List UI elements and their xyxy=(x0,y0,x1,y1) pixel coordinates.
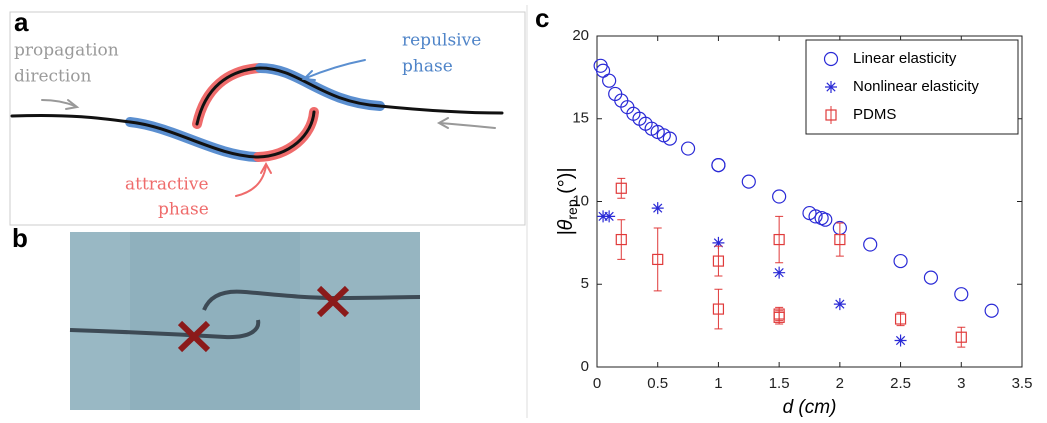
point xyxy=(773,233,785,246)
y-axis-label: |θrep (°)| xyxy=(555,167,579,235)
point xyxy=(894,334,907,347)
point xyxy=(712,255,725,267)
x-axis-label: d (cm) xyxy=(783,397,837,418)
point xyxy=(773,266,786,279)
point xyxy=(834,233,846,246)
point xyxy=(602,73,617,88)
annotation: propagation xyxy=(14,41,119,61)
point xyxy=(954,287,969,302)
legend-symbol xyxy=(825,81,837,93)
x-tick-label: 2 xyxy=(836,375,844,392)
point xyxy=(923,270,939,285)
panel-label: c xyxy=(535,3,549,33)
y-tick-label: 20 xyxy=(572,27,589,44)
legend-symbol xyxy=(823,51,839,67)
panel-label: b xyxy=(12,223,28,253)
annotation: phase xyxy=(402,57,453,77)
point xyxy=(773,311,785,323)
annotation: direction xyxy=(14,67,92,87)
point xyxy=(772,189,787,204)
y-axis-label-part: rep xyxy=(564,199,580,219)
y-axis-label-part: (°)| xyxy=(555,167,577,199)
point xyxy=(818,212,833,227)
legend-box xyxy=(805,39,1019,135)
annotation: attractive xyxy=(125,175,209,195)
x-tick-label: 2.5 xyxy=(890,375,911,392)
point xyxy=(651,202,664,215)
error-bar xyxy=(653,227,662,292)
point xyxy=(662,131,677,146)
point xyxy=(615,182,627,194)
error-bar xyxy=(835,222,844,257)
annotation: phase xyxy=(158,200,209,220)
fiber-diagram xyxy=(10,59,504,197)
x-tick-label: 0 xyxy=(593,375,601,392)
panel-label: a xyxy=(14,7,29,37)
photo-content xyxy=(69,232,421,410)
point xyxy=(597,210,610,223)
annotation: repulsive xyxy=(402,31,481,51)
legend-label: Nonlinear elasticity xyxy=(853,78,979,95)
point xyxy=(595,63,611,78)
point xyxy=(893,253,908,269)
point xyxy=(615,233,627,246)
y-tick-label: 0 xyxy=(581,358,589,375)
point xyxy=(680,141,696,156)
x-tick-label: 1 xyxy=(714,375,722,392)
error-bar xyxy=(775,215,784,264)
y-tick-label: 10 xyxy=(572,192,589,209)
point xyxy=(603,210,616,223)
x-tick-label: 0.5 xyxy=(647,375,668,392)
point xyxy=(652,253,664,266)
legend-label: Linear elasticity xyxy=(853,50,957,67)
point xyxy=(833,298,846,311)
error-bar xyxy=(957,326,966,348)
point xyxy=(955,331,967,343)
point xyxy=(741,174,756,189)
legend-label: PDMS xyxy=(853,106,896,123)
error-bar xyxy=(714,288,723,330)
x-tick-label: 1.5 xyxy=(769,375,790,392)
point xyxy=(711,157,726,173)
point xyxy=(808,209,823,224)
y-tick-label: 5 xyxy=(581,275,589,292)
y-axis-label-part: |θ xyxy=(555,219,577,235)
error-bar xyxy=(617,177,626,199)
y-tick-label: 15 xyxy=(572,110,589,127)
point xyxy=(984,303,999,318)
point xyxy=(712,303,725,315)
point xyxy=(863,237,878,252)
point xyxy=(712,236,725,249)
point xyxy=(894,313,907,325)
x-tick-label: 3.5 xyxy=(1012,375,1033,392)
chart: 0 0.5 1 1.5 2 2.5 3 3.5 0 5 10 15 20 d (cm) |θrep (°)|… xyxy=(555,27,1032,418)
x-tick-label: 3 xyxy=(957,375,965,392)
legend-symbol xyxy=(825,109,837,121)
error-bar xyxy=(714,245,723,277)
error-bar xyxy=(617,219,626,260)
